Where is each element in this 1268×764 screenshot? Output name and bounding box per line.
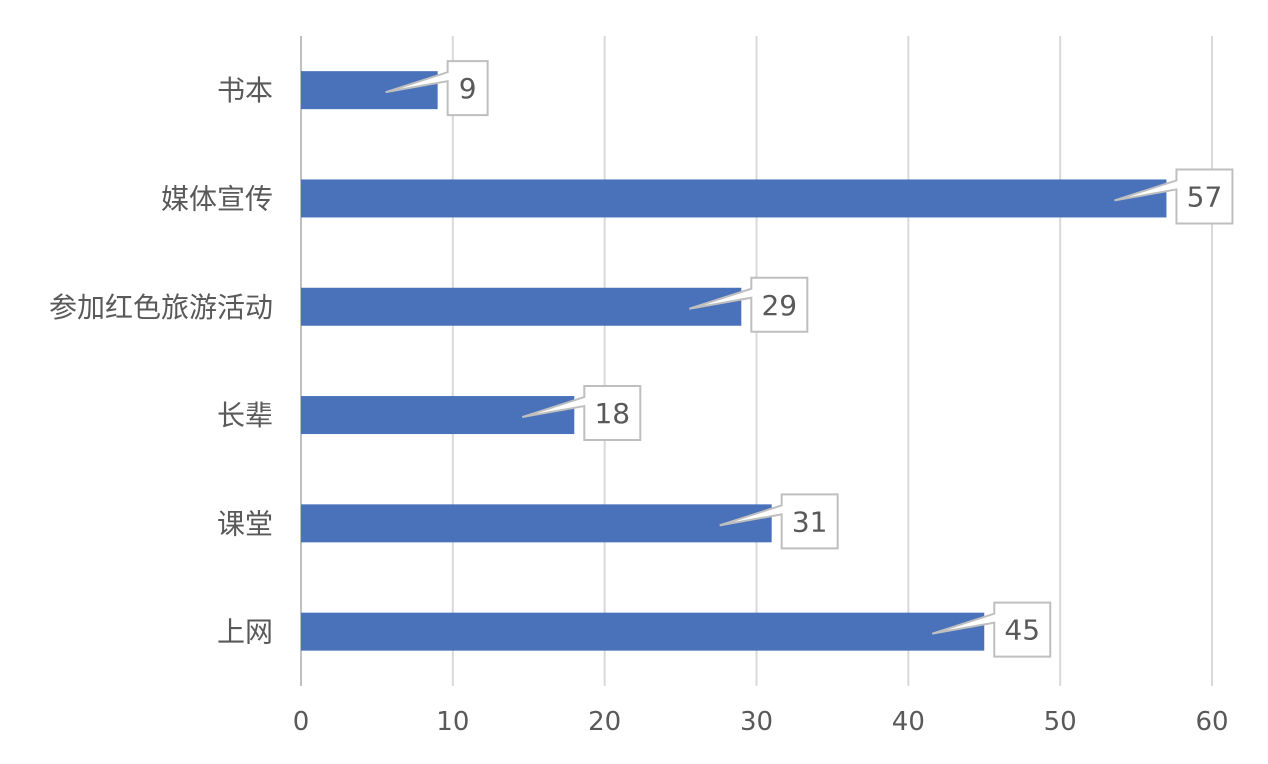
- category-label: 参加红色旅游活动: [49, 291, 273, 324]
- category-label: 长辈: [217, 399, 273, 432]
- x-tick-label: 50: [1044, 707, 1077, 737]
- x-tick-label: 40: [892, 707, 925, 737]
- bar: [301, 287, 742, 326]
- bar: [301, 612, 985, 651]
- data-label: 31: [792, 505, 828, 538]
- data-label: 18: [594, 397, 630, 430]
- data-label: 57: [1187, 180, 1223, 213]
- x-tick-label: 30: [740, 707, 773, 737]
- data-label-callout: [521, 385, 642, 442]
- data-label: 9: [459, 72, 477, 105]
- data-label: 45: [1004, 614, 1040, 647]
- bar: [301, 71, 438, 110]
- data-label-callouts: 9 57 29 18 31 45: [385, 60, 1234, 658]
- bar: [301, 179, 1167, 218]
- grid-lines: [300, 36, 1213, 686]
- data-label-callout: [689, 276, 809, 333]
- category-label: 书本: [217, 74, 273, 107]
- category-label: 媒体宣传: [161, 182, 273, 215]
- x-axis-tick-labels: 0 10 20 30 40 50 60: [293, 707, 1229, 737]
- bars: [301, 71, 1167, 651]
- data-label-callout: [719, 493, 839, 550]
- data-label: 29: [761, 289, 797, 322]
- category-label: 课堂: [217, 507, 273, 540]
- x-tick-label: 60: [1195, 707, 1228, 737]
- data-label-callout: [385, 60, 489, 117]
- category-label: 上网: [217, 616, 273, 649]
- x-tick-label: 10: [436, 707, 469, 737]
- bar: [301, 504, 772, 543]
- data-label-callout: [931, 601, 1052, 658]
- x-tick-label: 0: [293, 707, 310, 737]
- data-label-callout: [1114, 168, 1234, 225]
- x-tick-label: 20: [588, 707, 621, 737]
